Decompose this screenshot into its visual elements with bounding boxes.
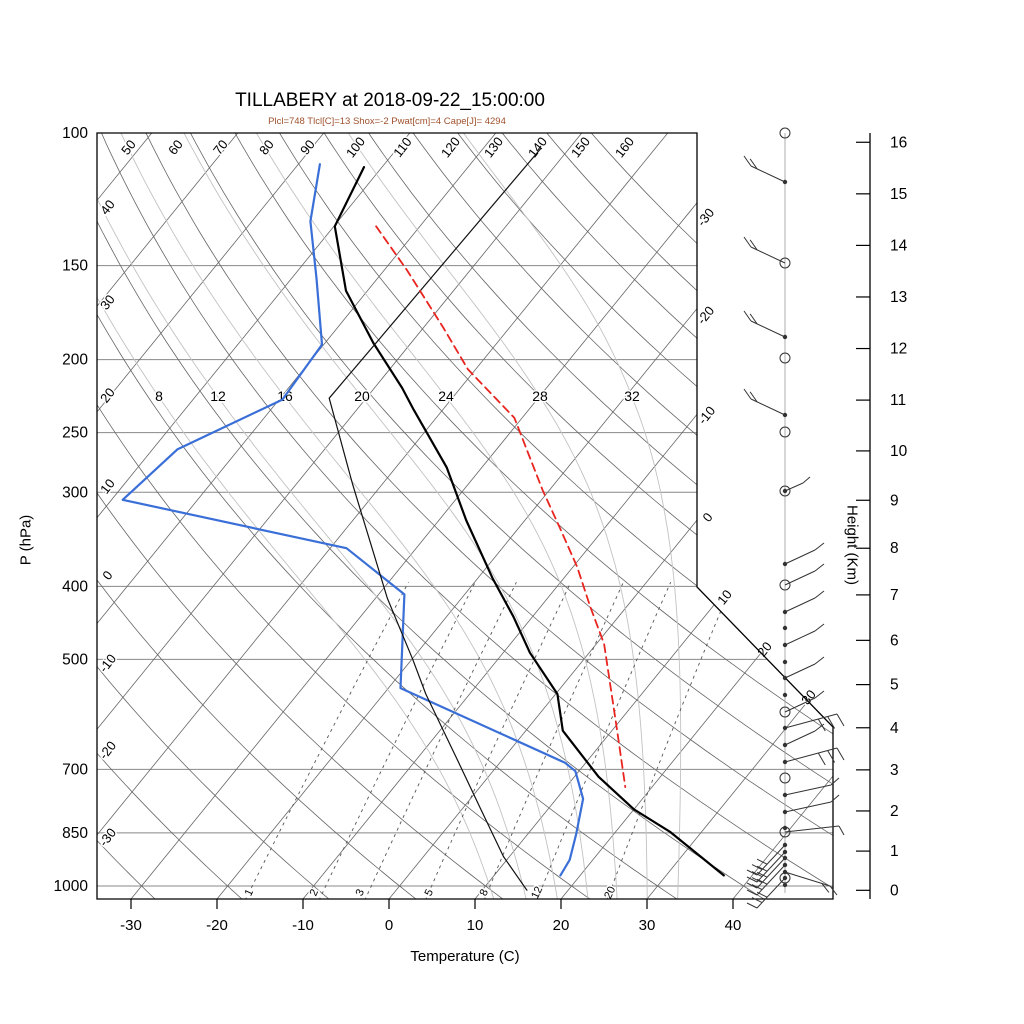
dry-adiabat-left-labels: 40 30 20 10 0 -10 -20 -30	[94, 195, 120, 850]
svg-text:8: 8	[890, 540, 899, 557]
svg-text:50: 50	[118, 137, 139, 158]
svg-text:30: 30	[639, 917, 656, 934]
moist-adiabat-labels: 8 12 16 20 24 28 32	[154, 387, 642, 406]
svg-text:5: 5	[423, 887, 436, 898]
svg-text:500: 500	[62, 651, 88, 668]
wind-barb-column	[743, 127, 845, 909]
svg-text:60: 60	[165, 137, 186, 158]
svg-text:28: 28	[532, 388, 548, 404]
svg-text:10: 10	[97, 476, 118, 497]
svg-text:4: 4	[890, 720, 899, 737]
svg-text:150: 150	[568, 134, 593, 160]
svg-text:10: 10	[890, 443, 908, 460]
svg-text:10: 10	[467, 917, 484, 934]
svg-text:1: 1	[890, 843, 899, 860]
svg-text:0: 0	[385, 917, 393, 934]
wet-bulb-profile-line	[328, 148, 542, 891]
moist-adiabat-gridlines	[97, 133, 682, 899]
svg-text:-10: -10	[96, 651, 119, 675]
svg-text:-10: -10	[695, 403, 718, 427]
plot-frame	[96, 132, 834, 900]
svg-text:300: 300	[62, 484, 88, 501]
mixing-ratio-gridlines	[244, 581, 734, 899]
svg-text:250: 250	[62, 425, 88, 442]
svg-text:400: 400	[62, 578, 88, 595]
sounding-indices-subtitle: Plcl=748 Tlcl[C]=13 Shox=-2 Pwat[cm]=4 C…	[268, 116, 506, 127]
svg-text:0: 0	[699, 510, 715, 525]
svg-text:-10: -10	[292, 917, 314, 934]
svg-text:16: 16	[890, 134, 907, 151]
svg-text:140: 140	[525, 134, 550, 160]
sounding-profiles	[121, 148, 725, 891]
svg-text:200: 200	[62, 352, 88, 369]
svg-text:10: 10	[714, 587, 735, 608]
svg-text:20: 20	[553, 917, 570, 934]
page-title: TILLABERY at 2018-09-22_15:00:00	[235, 90, 545, 111]
svg-text:20: 20	[97, 385, 118, 406]
svg-text:0: 0	[99, 568, 115, 583]
svg-text:2: 2	[890, 803, 899, 820]
temperature-axis-ticks: -30 -20 -10 0 10 20 30 40	[119, 899, 743, 936]
svg-text:150: 150	[62, 258, 88, 275]
svg-text:5: 5	[890, 677, 899, 694]
svg-text:8: 8	[155, 388, 163, 404]
temperature-axis-label: Temperature (C)	[410, 948, 520, 965]
dewpoint-profile-line	[121, 163, 585, 877]
svg-text:110: 110	[390, 134, 415, 160]
pressure-gridlines	[97, 132, 833, 887]
svg-text:12: 12	[890, 341, 907, 358]
svg-text:14: 14	[890, 237, 908, 254]
height-axis-label: Height (Km)	[843, 504, 861, 586]
svg-text:15: 15	[890, 186, 907, 203]
svg-text:-30: -30	[120, 917, 142, 934]
svg-text:0: 0	[890, 882, 899, 899]
svg-text:40: 40	[725, 917, 742, 934]
svg-text:3: 3	[890, 762, 899, 779]
svg-text:30: 30	[97, 292, 118, 313]
svg-text:80: 80	[256, 137, 277, 158]
pressure-axis-label: P (hPa)	[17, 514, 35, 566]
parcel-profile-line	[375, 225, 627, 788]
svg-text:160: 160	[612, 134, 637, 160]
svg-text:32: 32	[624, 388, 640, 404]
svg-text:11: 11	[890, 392, 906, 409]
svg-text:1000: 1000	[54, 878, 89, 895]
temperature-profile-line	[333, 166, 725, 877]
svg-text:7: 7	[890, 587, 899, 604]
svg-text:130: 130	[481, 134, 506, 160]
svg-text:2: 2	[308, 887, 321, 898]
svg-text:120: 120	[438, 134, 463, 160]
svg-text:40: 40	[97, 197, 118, 218]
svg-text:20: 20	[354, 388, 370, 404]
svg-text:90: 90	[297, 137, 318, 158]
svg-text:3: 3	[354, 887, 367, 898]
svg-text:-20: -20	[96, 738, 119, 762]
svg-text:1: 1	[243, 887, 256, 898]
svg-text:850: 850	[62, 825, 88, 842]
pressure-axis-ticklabels: 100 150 200 250 300 400 500 700 850 1000	[52, 124, 90, 897]
svg-text:6: 6	[890, 632, 899, 649]
svg-text:12: 12	[210, 388, 226, 404]
svg-text:13: 13	[890, 289, 907, 306]
svg-text:24: 24	[438, 388, 454, 404]
svg-text:700: 700	[62, 761, 88, 778]
svg-text:100: 100	[62, 125, 88, 142]
svg-text:-20: -20	[206, 917, 228, 934]
svg-text:9: 9	[890, 492, 899, 509]
svg-text:70: 70	[210, 137, 231, 158]
svg-text:-30: -30	[96, 825, 119, 849]
